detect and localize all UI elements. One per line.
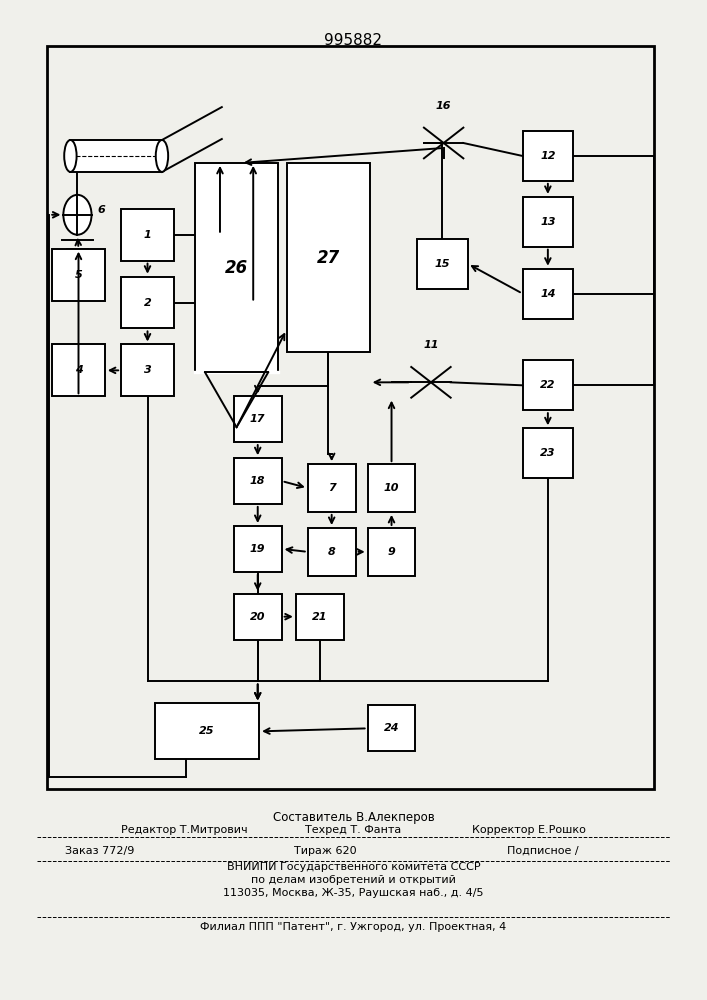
Circle shape — [64, 195, 91, 235]
FancyBboxPatch shape — [195, 163, 278, 372]
Text: 18: 18 — [250, 476, 265, 486]
Text: Техред Т. Фанта: Техред Т. Фанта — [305, 825, 402, 835]
FancyBboxPatch shape — [234, 396, 281, 442]
Text: Филиал ППП "Патент", г. Ужгород, ул. Проектная, 4: Филиал ППП "Патент", г. Ужгород, ул. Про… — [200, 922, 507, 932]
FancyBboxPatch shape — [368, 464, 416, 512]
Text: 27: 27 — [317, 249, 340, 267]
FancyBboxPatch shape — [522, 131, 573, 181]
FancyBboxPatch shape — [155, 703, 259, 759]
Text: 6: 6 — [97, 205, 105, 215]
Text: 5: 5 — [75, 270, 83, 280]
FancyBboxPatch shape — [308, 528, 356, 576]
Text: Подписное /: Подписное / — [507, 846, 579, 856]
Text: 17: 17 — [250, 414, 265, 424]
FancyBboxPatch shape — [368, 705, 416, 751]
FancyBboxPatch shape — [286, 163, 370, 352]
Text: 113035, Москва, Ж-35, Раушская наб., д. 4/5: 113035, Москва, Ж-35, Раушская наб., д. … — [223, 888, 484, 898]
FancyBboxPatch shape — [522, 197, 573, 247]
FancyBboxPatch shape — [522, 360, 573, 410]
FancyBboxPatch shape — [234, 458, 281, 504]
Text: ВНИИПИ Государственного комитета СССР: ВНИИПИ Государственного комитета СССР — [227, 862, 480, 872]
Text: 23: 23 — [540, 448, 556, 458]
Text: 10: 10 — [384, 483, 399, 493]
Text: 2: 2 — [144, 298, 151, 308]
Text: 22: 22 — [540, 380, 556, 390]
Text: 14: 14 — [540, 289, 556, 299]
FancyBboxPatch shape — [368, 528, 416, 576]
Text: 12: 12 — [540, 151, 556, 161]
Text: 15: 15 — [435, 259, 450, 269]
Ellipse shape — [156, 140, 168, 172]
FancyBboxPatch shape — [52, 344, 105, 396]
FancyBboxPatch shape — [522, 269, 573, 319]
Text: 21: 21 — [312, 612, 327, 622]
FancyBboxPatch shape — [308, 464, 356, 512]
Text: 16: 16 — [436, 101, 451, 111]
Text: 8: 8 — [328, 547, 336, 557]
Text: 4: 4 — [75, 365, 83, 375]
Text: Составитель В.Алекперов: Составитель В.Алекперов — [273, 811, 434, 824]
Text: 25: 25 — [199, 726, 215, 736]
Text: Корректор Е.Рошко: Корректор Е.Рошко — [472, 825, 586, 835]
Text: Тираж 620: Тираж 620 — [294, 846, 356, 856]
FancyBboxPatch shape — [296, 594, 344, 640]
Text: 13: 13 — [540, 217, 556, 227]
Text: 3: 3 — [144, 365, 151, 375]
FancyBboxPatch shape — [417, 239, 467, 289]
FancyBboxPatch shape — [121, 277, 174, 328]
FancyBboxPatch shape — [121, 344, 174, 396]
Text: 24: 24 — [384, 723, 399, 733]
FancyBboxPatch shape — [121, 209, 174, 261]
FancyBboxPatch shape — [522, 428, 573, 478]
Text: по делам изобретений и открытий: по делам изобретений и открытий — [251, 875, 456, 885]
Ellipse shape — [64, 140, 76, 172]
Text: 11: 11 — [423, 340, 439, 350]
Text: 1: 1 — [144, 230, 151, 240]
Text: 26: 26 — [225, 259, 248, 277]
Text: Редактор Т.Митрович: Редактор Т.Митрович — [121, 825, 247, 835]
FancyBboxPatch shape — [234, 526, 281, 572]
FancyBboxPatch shape — [52, 249, 105, 301]
Text: 7: 7 — [328, 483, 336, 493]
Bar — [71, 140, 162, 172]
Text: 20: 20 — [250, 612, 265, 622]
Text: Заказ 772/9: Заказ 772/9 — [65, 846, 134, 856]
Text: 19: 19 — [250, 544, 265, 554]
FancyBboxPatch shape — [234, 594, 281, 640]
Text: 995882: 995882 — [325, 33, 382, 48]
Text: 9: 9 — [387, 547, 395, 557]
